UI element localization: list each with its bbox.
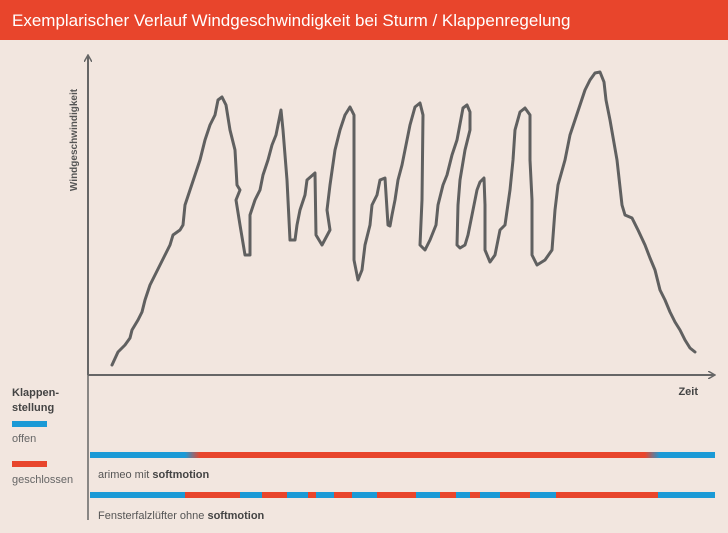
flap-bar: [90, 452, 715, 458]
legend-label: geschlossen: [12, 474, 73, 486]
flap-segment: [556, 492, 658, 498]
x-axis-label: Zeit: [678, 386, 698, 398]
legend-label: offen: [12, 433, 36, 445]
flap-segment: [287, 492, 308, 498]
row-label-text: arimeo mit: [98, 469, 152, 481]
legend-title: Klappen-: [12, 387, 59, 399]
flap-segment: [658, 492, 715, 498]
flap-segment: [377, 492, 416, 498]
row-label: Fensterfalzlüfter ohne softmotion: [98, 510, 265, 522]
legend-swatch-closed: [12, 461, 47, 467]
flap-segment: [308, 492, 316, 498]
legend-swatch-open: [12, 421, 47, 427]
flap-segment: [456, 492, 470, 498]
row-label-text: Fensterfalzlüfter ohne: [98, 510, 207, 522]
flap-segment: [500, 492, 530, 498]
row-label-bold: softmotion: [152, 469, 209, 481]
wind-curve: [110, 70, 697, 367]
y-axis-label: Windgeschwindigkeit: [69, 88, 80, 191]
flap-bar: [90, 492, 715, 498]
flap-segment: [480, 492, 500, 498]
flap-segment: [316, 492, 334, 498]
flap-segment: [90, 492, 185, 498]
flap-segment: [352, 492, 377, 498]
flap-segment: [440, 492, 456, 498]
header-title: Exemplarischer Verlauf Windgeschwindigke…: [12, 11, 570, 30]
flap-segment: [334, 492, 352, 498]
flap-segment: [530, 492, 556, 498]
flap-segment: [185, 492, 240, 498]
row-label-bold: softmotion: [207, 510, 264, 522]
header-bar: [0, 0, 728, 40]
flap-segment: [416, 492, 440, 498]
flap-segment: [240, 492, 262, 498]
flap-segment: [470, 492, 480, 498]
flap-segment: [262, 492, 287, 498]
row-label: arimeo mit softmotion: [98, 469, 210, 481]
legend-title: stellung: [12, 402, 54, 414]
